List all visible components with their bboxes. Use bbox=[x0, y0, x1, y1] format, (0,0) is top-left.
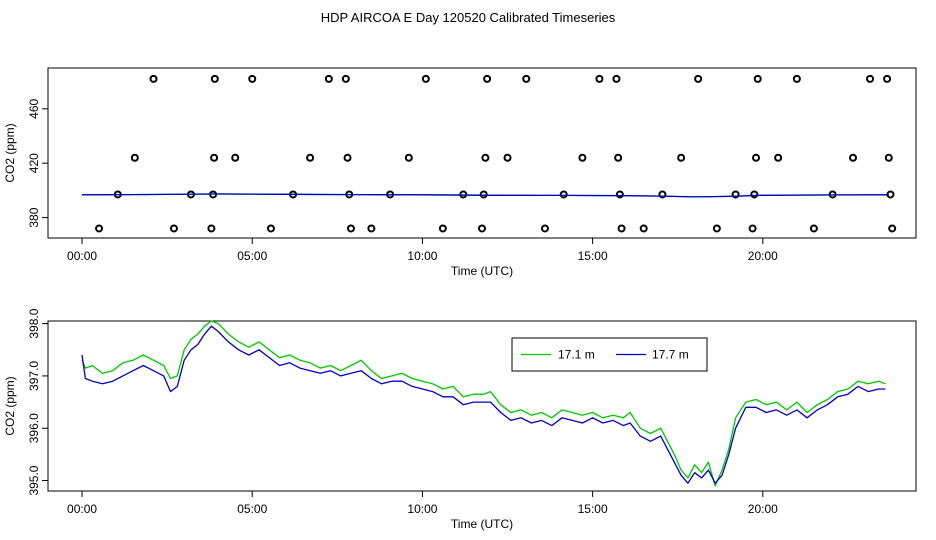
y-tick-label: 396.0 bbox=[27, 413, 41, 443]
scatter-point bbox=[210, 153, 219, 162]
legend-label: 17.1 m bbox=[558, 348, 595, 362]
scatter-point bbox=[210, 74, 219, 83]
scatter-point bbox=[479, 190, 488, 199]
x-tick-label: 05:00 bbox=[237, 502, 267, 516]
scatter-point bbox=[522, 74, 531, 83]
scatter-point bbox=[615, 190, 624, 199]
legend: 17.1 m 17.7 m bbox=[511, 337, 708, 372]
y-tick-label: 380 bbox=[27, 207, 41, 227]
y-tick-label: 420 bbox=[27, 153, 41, 173]
scatter-point bbox=[694, 74, 703, 83]
series-line bbox=[81, 193, 889, 198]
scatter-point bbox=[578, 153, 587, 162]
scatter-point bbox=[438, 224, 447, 233]
scatter-point bbox=[503, 153, 512, 162]
scatter-point bbox=[677, 153, 686, 162]
scatter-point bbox=[731, 190, 740, 199]
scatter-point bbox=[809, 224, 818, 233]
scatter-point bbox=[130, 153, 139, 162]
scatter-point bbox=[750, 190, 759, 199]
scatter-point bbox=[752, 153, 761, 162]
scatter-point bbox=[540, 224, 549, 233]
x-tick-label: 20:00 bbox=[748, 249, 778, 263]
scatter-point bbox=[404, 153, 413, 162]
scatter-point bbox=[639, 224, 648, 233]
scatter-point bbox=[884, 153, 893, 162]
y-tick-label: 397.0 bbox=[27, 361, 41, 391]
legend-box bbox=[511, 337, 708, 372]
x-tick-label: 20:00 bbox=[748, 502, 778, 516]
x-tick-label: 15:00 bbox=[578, 502, 608, 516]
scatter-point bbox=[169, 224, 178, 233]
x-axis-label: Time (UTC) bbox=[451, 264, 513, 278]
scatter-point bbox=[95, 224, 104, 233]
scatter-point bbox=[614, 153, 623, 162]
scatter-point bbox=[883, 74, 892, 83]
scatter-point bbox=[324, 74, 333, 83]
scatter-point bbox=[266, 224, 275, 233]
series-line bbox=[81, 320, 886, 487]
scatter-point bbox=[774, 153, 783, 162]
scatter-point bbox=[617, 224, 626, 233]
series-line bbox=[81, 325, 886, 484]
scatter-point bbox=[421, 74, 430, 83]
scatter-point bbox=[149, 74, 158, 83]
scatter-point bbox=[753, 74, 762, 83]
scatter-point bbox=[658, 190, 667, 199]
chart-title: HDP AIRCOA E Day 120520 Calibrated Times… bbox=[321, 10, 616, 25]
x-tick-label: 15:00 bbox=[578, 249, 608, 263]
legend-label: 17.7 m bbox=[652, 348, 689, 362]
x-tick-label: 00:00 bbox=[67, 249, 97, 263]
scatter-point bbox=[231, 153, 240, 162]
y-tick-label: 460 bbox=[27, 98, 41, 118]
scatter-point bbox=[306, 153, 315, 162]
plot-frame bbox=[47, 320, 917, 492]
scatter-point bbox=[595, 74, 604, 83]
scatter-point bbox=[346, 224, 355, 233]
scatter-point bbox=[866, 74, 875, 83]
x-tick-label: 10:00 bbox=[407, 502, 437, 516]
scatter-point bbox=[748, 224, 757, 233]
scatter-point bbox=[888, 224, 897, 233]
x-tick-label: 05:00 bbox=[237, 249, 267, 263]
scatter-point bbox=[481, 153, 490, 162]
scatter-point bbox=[712, 224, 721, 233]
x-tick-label: 10:00 bbox=[407, 249, 437, 263]
y-axis-label: CO2 (ppm) bbox=[3, 123, 17, 182]
scatter-point bbox=[248, 74, 257, 83]
plot-frame bbox=[47, 67, 917, 239]
scatter-point bbox=[612, 74, 621, 83]
bottom-panel-timeseries: 00:00 05:00 10:00 15:00 20:00 395.0 396.0 397.0… bbox=[3, 308, 917, 531]
scatter-point bbox=[478, 224, 486, 233]
scatter-point bbox=[343, 153, 352, 162]
scatter-point bbox=[792, 74, 801, 83]
top-panel-scatter: 00:00 05:00 10:00 15:00 20:00 380 420 460 Time (… bbox=[3, 67, 917, 278]
x-tick-label: 00:00 bbox=[67, 502, 97, 516]
y-axis-label: CO2 (ppm) bbox=[3, 376, 17, 435]
scatter-point bbox=[559, 190, 568, 199]
scatter-point bbox=[341, 74, 350, 83]
y-tick-label: 395.0 bbox=[27, 465, 41, 495]
scatter-point bbox=[849, 153, 858, 162]
scatter-point bbox=[483, 74, 492, 83]
scatter-point bbox=[367, 224, 376, 233]
y-tick-label: 398.0 bbox=[27, 308, 41, 338]
x-axis-label: Time (UTC) bbox=[451, 517, 513, 531]
scatter-point bbox=[207, 224, 216, 233]
